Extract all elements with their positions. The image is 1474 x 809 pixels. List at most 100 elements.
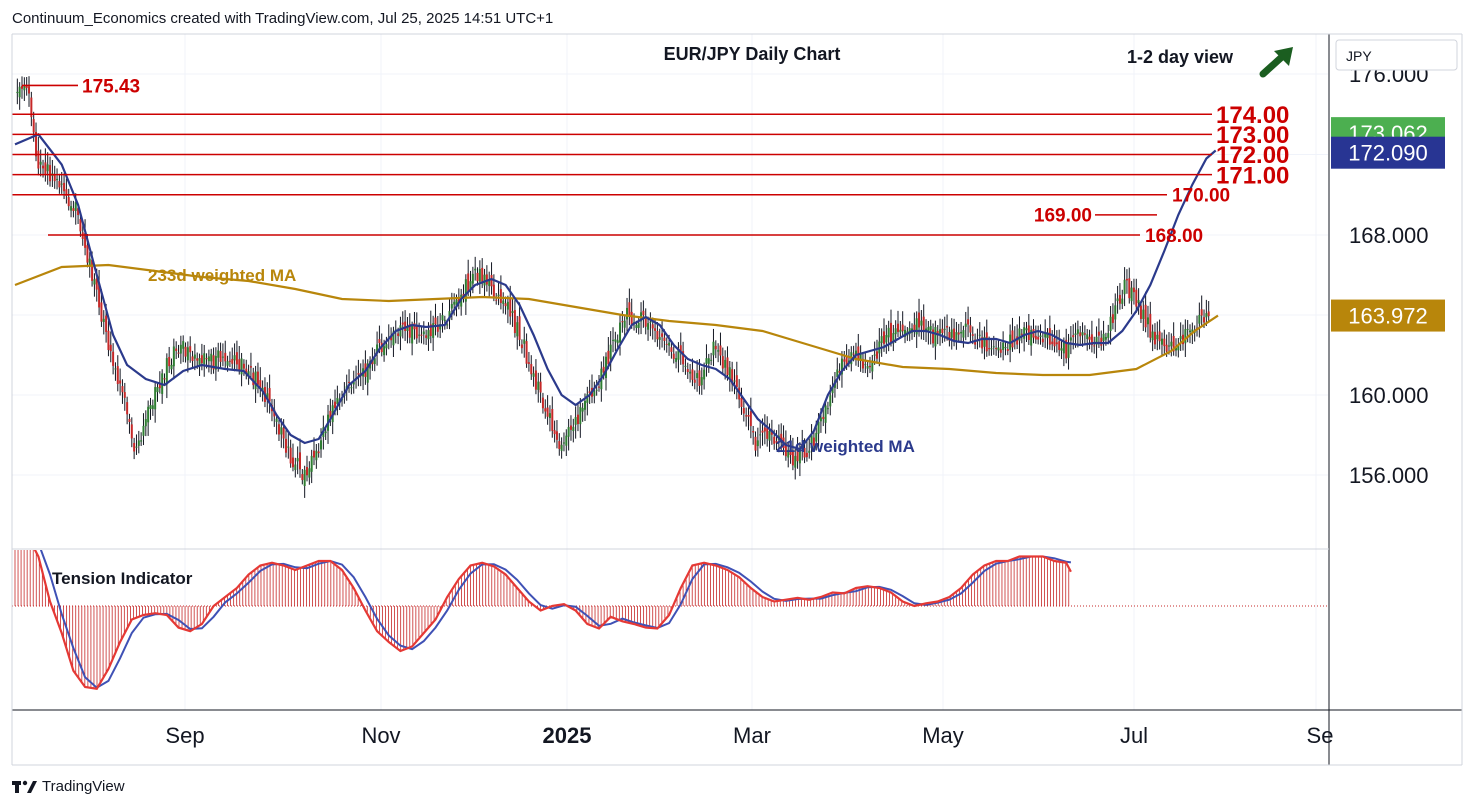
candle bbox=[885, 324, 888, 354]
candle bbox=[184, 342, 187, 363]
candle bbox=[1016, 324, 1019, 350]
candle bbox=[731, 361, 734, 392]
candle bbox=[913, 312, 916, 338]
x-tick-label: 2025 bbox=[543, 723, 592, 748]
candle bbox=[810, 424, 813, 461]
candle bbox=[161, 369, 164, 404]
tension-indicator bbox=[12, 550, 1328, 691]
price-level-label: 170.00 bbox=[1172, 186, 1230, 207]
candle bbox=[964, 311, 967, 341]
candle bbox=[1146, 305, 1149, 338]
candle bbox=[875, 339, 878, 364]
price-badge: 163.972 bbox=[1331, 299, 1445, 332]
candle bbox=[53, 165, 56, 189]
price-level: 170.00 bbox=[12, 186, 1230, 207]
candle bbox=[766, 416, 769, 447]
candle bbox=[749, 397, 752, 439]
candle bbox=[574, 406, 577, 439]
candle bbox=[364, 350, 367, 385]
candle bbox=[866, 360, 869, 378]
candle bbox=[1109, 306, 1112, 345]
candle bbox=[1182, 324, 1184, 351]
candle bbox=[705, 344, 708, 377]
candle bbox=[70, 200, 73, 218]
candle bbox=[1156, 321, 1159, 351]
price-level-label: 174.00 bbox=[1216, 102, 1289, 129]
candle bbox=[275, 414, 278, 435]
candle bbox=[65, 178, 68, 204]
candle bbox=[1039, 324, 1042, 345]
candle bbox=[448, 298, 451, 330]
tension-line bbox=[33, 550, 1072, 691]
candle bbox=[495, 293, 498, 305]
candle bbox=[1076, 320, 1079, 348]
price-level: 175.43 bbox=[22, 76, 140, 97]
candle bbox=[822, 407, 825, 427]
candle bbox=[56, 168, 59, 190]
candle bbox=[1034, 325, 1037, 344]
candle bbox=[1177, 338, 1180, 358]
candle bbox=[130, 417, 133, 448]
candle bbox=[1118, 283, 1121, 310]
candle bbox=[294, 457, 297, 478]
candle bbox=[1102, 320, 1105, 351]
candle bbox=[955, 321, 958, 350]
candle bbox=[170, 358, 173, 375]
candle bbox=[301, 469, 304, 485]
candle bbox=[404, 310, 407, 341]
price-level: 172.00 bbox=[12, 142, 1289, 169]
candle bbox=[376, 331, 379, 366]
candle bbox=[1128, 267, 1131, 304]
candlestick-series bbox=[16, 76, 1210, 498]
candle bbox=[408, 313, 411, 344]
candle bbox=[733, 369, 736, 395]
candle bbox=[460, 288, 463, 316]
candle bbox=[51, 160, 54, 187]
candle bbox=[948, 326, 951, 347]
candle bbox=[686, 362, 689, 379]
candle bbox=[221, 343, 224, 367]
candle bbox=[116, 355, 119, 392]
candle bbox=[172, 338, 175, 380]
candle bbox=[644, 308, 647, 335]
candle bbox=[224, 340, 227, 368]
candle bbox=[1093, 336, 1096, 354]
candle bbox=[1069, 326, 1072, 355]
candle bbox=[546, 395, 549, 425]
candle bbox=[1004, 342, 1007, 356]
candle bbox=[871, 354, 874, 380]
candle bbox=[212, 347, 215, 374]
currency-selector[interactable]: JPY bbox=[1335, 39, 1458, 71]
candle bbox=[551, 396, 554, 438]
candle bbox=[348, 369, 351, 393]
candle bbox=[838, 363, 841, 381]
candle bbox=[1158, 319, 1161, 350]
candle bbox=[679, 332, 682, 365]
candle bbox=[1163, 329, 1166, 354]
candle bbox=[98, 270, 101, 316]
candle bbox=[441, 302, 444, 333]
candle bbox=[329, 398, 332, 427]
candle bbox=[1139, 301, 1142, 323]
up-right-arrow-icon bbox=[1259, 47, 1293, 78]
candle bbox=[534, 359, 537, 395]
candle bbox=[941, 319, 944, 344]
candle bbox=[735, 361, 738, 400]
candle bbox=[775, 430, 778, 451]
candle bbox=[114, 362, 117, 381]
candle bbox=[691, 358, 694, 387]
candle bbox=[932, 323, 935, 348]
candle bbox=[163, 373, 166, 384]
price-level: 169.00 bbox=[1034, 206, 1157, 227]
candle bbox=[950, 318, 953, 350]
candle bbox=[649, 312, 652, 337]
candle bbox=[754, 431, 757, 457]
candle bbox=[567, 418, 570, 451]
candle bbox=[1067, 333, 1070, 370]
candle bbox=[791, 437, 794, 471]
candle bbox=[1137, 288, 1140, 315]
candle bbox=[873, 341, 876, 365]
candle bbox=[30, 91, 33, 127]
candle bbox=[1006, 341, 1009, 356]
